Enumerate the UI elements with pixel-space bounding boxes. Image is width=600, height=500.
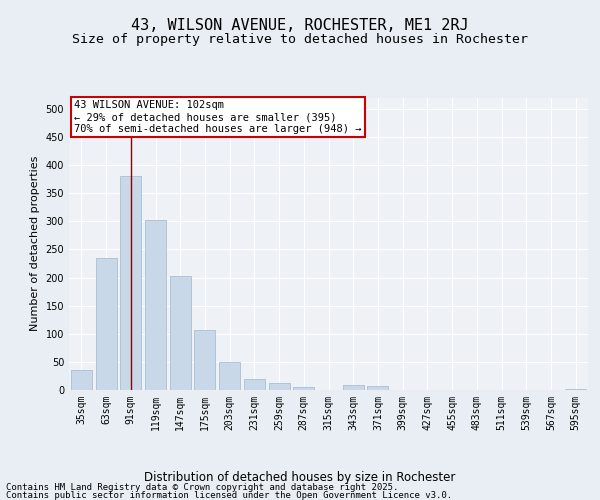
Bar [95, 258, 116, 390]
Text: 43 WILSON AVENUE: 102sqm
← 29% of detached houses are smaller (395)
70% of semi-: 43 WILSON AVENUE: 102sqm ← 29% of detach… [74, 100, 362, 134]
Y-axis label: Number of detached properties: Number of detached properties [30, 156, 40, 332]
Bar [565, 389, 586, 390]
Text: 43, WILSON AVENUE, ROCHESTER, ME1 2RJ: 43, WILSON AVENUE, ROCHESTER, ME1 2RJ [131, 18, 469, 32]
Bar [367, 386, 388, 390]
Bar [244, 379, 265, 390]
Bar [293, 387, 314, 390]
Bar [269, 382, 290, 390]
Text: Contains HM Land Registry data © Crown copyright and database right 2025.: Contains HM Land Registry data © Crown c… [6, 483, 398, 492]
Bar [71, 370, 92, 390]
Bar [120, 176, 141, 390]
Text: Contains public sector information licensed under the Open Government Licence v3: Contains public sector information licen… [6, 492, 452, 500]
Text: Distribution of detached houses by size in Rochester: Distribution of detached houses by size … [145, 471, 455, 484]
Bar [219, 362, 240, 390]
Bar [343, 385, 364, 390]
Bar [170, 276, 191, 390]
Text: Size of property relative to detached houses in Rochester: Size of property relative to detached ho… [72, 32, 528, 46]
Bar [145, 220, 166, 390]
Bar [194, 330, 215, 390]
